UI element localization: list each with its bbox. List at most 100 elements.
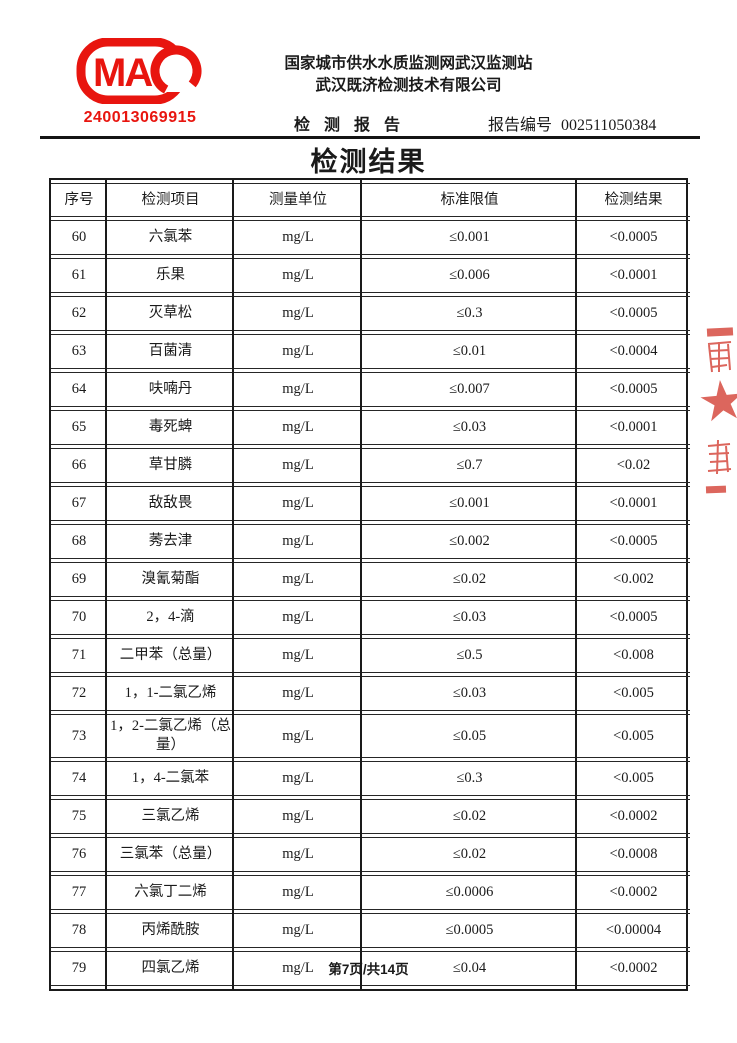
cell-limit: ≤0.03	[362, 676, 577, 711]
table-row: 67 敌敌畏 mg/L ≤0.001 <0.0001	[51, 486, 690, 521]
cell-limit: ≤0.3	[362, 761, 577, 796]
table-row: 60 六氯苯 mg/L ≤0.001 <0.0005	[51, 220, 690, 255]
table-row: 75 三氯乙烯 mg/L ≤0.02 <0.0002	[51, 799, 690, 834]
report-number-value: 002511050384	[561, 117, 657, 134]
report-number: 报告编号 002511050384	[488, 111, 656, 135]
cell-limit: ≤0.0005	[362, 913, 577, 948]
seal-star-icon	[697, 376, 737, 428]
table-body: 60 六氯苯 mg/L ≤0.001 <0.0005 61 乐果 mg/L ≤0.006 <0.0…	[51, 220, 690, 986]
cell-unit: mg/L	[234, 913, 362, 948]
table-row: 79 四氯乙烯 mg/L ≤0.04 <0.0002	[51, 951, 690, 986]
col-header-unit: 测量单位	[234, 183, 362, 217]
seal-character-icon	[707, 439, 732, 475]
cell-unit: mg/L	[234, 258, 362, 293]
table-row: 72 1，1-二氯乙烯 mg/L ≤0.03 <0.005	[51, 676, 690, 711]
cell-limit: ≤0.7	[362, 448, 577, 483]
cell-result: <0.0002	[577, 799, 690, 834]
cell-index: 60	[51, 220, 107, 255]
cell-item: 毒死蜱	[107, 410, 234, 445]
cell-unit: mg/L	[234, 837, 362, 872]
cell-limit: ≤0.002	[362, 524, 577, 559]
cell-limit: ≤0.5	[362, 638, 577, 673]
cell-item: 溴氰菊酯	[107, 562, 234, 597]
cell-index: 71	[51, 638, 107, 673]
org-line-1: 国家城市供水水质监测网武汉监测站	[284, 55, 533, 72]
cell-limit: ≤0.006	[362, 258, 577, 293]
table-row: 69 溴氰菊酯 mg/L ≤0.02 <0.002	[51, 562, 690, 597]
results-table: 序号 检测项目 测量单位 标准限值 检测结果 60 六氯苯 mg/L ≤0.001 <0.000…	[49, 178, 690, 991]
cell-unit: mg/L	[234, 296, 362, 331]
cell-limit: ≤0.05	[362, 714, 577, 758]
cell-index: 72	[51, 676, 107, 711]
cma-certificate-number: 240013069915	[83, 109, 197, 126]
cell-index: 73	[51, 714, 107, 758]
table-row: 65 毒死蜱 mg/L ≤0.03 <0.0001	[51, 410, 690, 445]
table-row: 73 1，2-二氯乙烯（总量） mg/L ≤0.05 <0.005	[51, 714, 690, 758]
col-header-limit: 标准限值	[362, 183, 577, 217]
cell-unit: mg/L	[234, 448, 362, 483]
cell-index: 76	[51, 837, 107, 872]
cell-unit: mg/L	[234, 524, 362, 559]
cell-index: 63	[51, 334, 107, 369]
header-divider	[40, 136, 700, 139]
org-line-2: 武汉既济检测技术有限公司	[315, 77, 502, 94]
table-row: 78 丙烯酰胺 mg/L ≤0.0005 <0.00004	[51, 913, 690, 948]
cell-result: <0.0004	[577, 334, 690, 369]
cell-limit: ≤0.02	[362, 837, 577, 872]
cell-result: <0.008	[577, 638, 690, 673]
table-row: 76 三氯苯（总量） mg/L ≤0.02 <0.0008	[51, 837, 690, 872]
report-number-label: 报告编号	[488, 117, 553, 134]
cell-limit: ≤0.007	[362, 372, 577, 407]
cma-logo: MA 240013069915	[70, 37, 210, 126]
cell-index: 66	[51, 448, 107, 483]
cell-unit: mg/L	[234, 676, 362, 711]
seal-mark	[705, 485, 727, 494]
cell-item: 二甲苯（总量）	[107, 638, 234, 673]
table-row: 68 莠去津 mg/L ≤0.002 <0.0005	[51, 524, 690, 559]
cell-limit: ≤0.03	[362, 600, 577, 635]
cell-limit: ≤0.3	[362, 296, 577, 331]
cell-result: <0.0005	[577, 220, 690, 255]
cell-limit: ≤0.02	[362, 799, 577, 834]
table-row: 61 乐果 mg/L ≤0.006 <0.0001	[51, 258, 690, 293]
cell-item: 六氯丁二烯	[107, 875, 234, 910]
cell-item: 2，4-滴	[107, 600, 234, 635]
cell-item: 乐果	[107, 258, 234, 293]
cell-result: <0.0005	[577, 600, 690, 635]
cell-limit: ≤0.03	[362, 410, 577, 445]
cell-item: 1，1-二氯乙烯	[107, 676, 234, 711]
cell-item: 百菌清	[107, 334, 234, 369]
cell-unit: mg/L	[234, 951, 362, 986]
table-row: 77 六氯丁二烯 mg/L ≤0.0006 <0.0002	[51, 875, 690, 910]
seal-mark	[706, 327, 734, 337]
cell-unit: mg/L	[234, 638, 362, 673]
cell-unit: mg/L	[234, 410, 362, 445]
cell-item: 1，4-二氯苯	[107, 761, 234, 796]
official-seal-fragment	[697, 320, 737, 505]
col-header-result: 检测结果	[577, 183, 690, 217]
cell-index: 68	[51, 524, 107, 559]
cell-result: <0.0001	[577, 258, 690, 293]
cell-item: 丙烯酰胺	[107, 913, 234, 948]
cell-limit: ≤0.001	[362, 220, 577, 255]
cell-index: 67	[51, 486, 107, 521]
svg-text:MA: MA	[93, 51, 152, 95]
cell-unit: mg/L	[234, 372, 362, 407]
cell-item: 四氯乙烯	[107, 951, 234, 986]
cell-result: <0.005	[577, 714, 690, 758]
cell-result: <0.0005	[577, 524, 690, 559]
cell-unit: mg/L	[234, 799, 362, 834]
table-row: 71 二甲苯（总量） mg/L ≤0.5 <0.008	[51, 638, 690, 673]
cell-index: 78	[51, 913, 107, 948]
table-header-row: 序号 检测项目 测量单位 标准限值 检测结果	[51, 183, 690, 217]
cell-result: <0.02	[577, 448, 690, 483]
cell-unit: mg/L	[234, 562, 362, 597]
cell-unit: mg/L	[234, 600, 362, 635]
cell-limit: ≤0.01	[362, 334, 577, 369]
cell-unit: mg/L	[234, 875, 362, 910]
report-type-label: 检 测 报 告	[294, 117, 406, 134]
cell-unit: mg/L	[234, 761, 362, 796]
cell-item: 草甘膦	[107, 448, 234, 483]
cell-item: 六氯苯	[107, 220, 234, 255]
